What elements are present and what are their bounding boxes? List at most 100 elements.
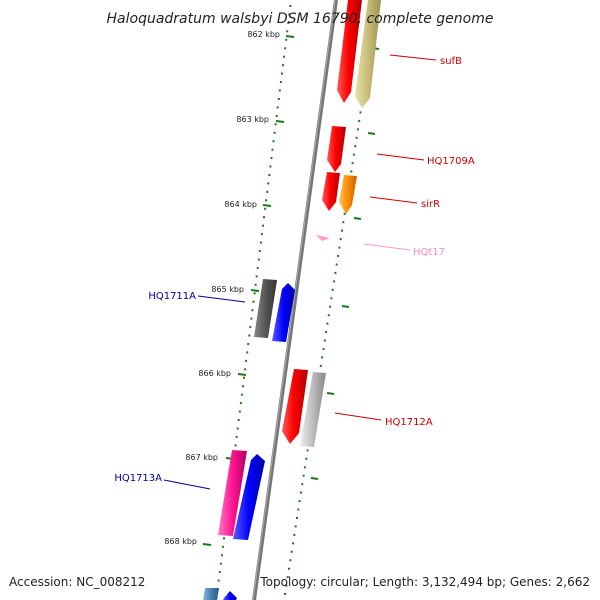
- tick-dot: [297, 508, 300, 511]
- gene-feature-sufb[interactable]: [355, 0, 381, 108]
- major-tick-868: [202, 543, 212, 546]
- tick-dot: [238, 410, 241, 413]
- tick-dot: [285, 38, 288, 41]
- leader-sufb: [389, 54, 437, 61]
- tick-dot: [268, 174, 271, 176]
- tick-dot: [288, 567, 290, 570]
- tick-dot: [235, 435, 238, 438]
- tick-dot: [339, 238, 342, 241]
- tick-dot: [329, 305, 332, 308]
- gene-feature-gray[interactable]: [254, 279, 277, 338]
- tick-dot: [331, 288, 334, 291]
- tick-dot: [259, 241, 262, 244]
- tick-dot: [279, 81, 282, 84]
- tick-dot: [267, 182, 270, 185]
- tick-dot: [292, 542, 294, 545]
- tick-dot: [275, 114, 278, 117]
- tick-dot: [286, 576, 289, 579]
- tick-dot: [260, 233, 263, 236]
- tick-dot: [306, 449, 309, 452]
- tick-dot: [323, 339, 326, 342]
- gene-feature-hq1713a[interactable]: [233, 454, 265, 540]
- tick-dot: [266, 190, 269, 193]
- tick-dot: [234, 444, 237, 447]
- gene-label-hq1712a[interactable]: HQ1712A: [385, 417, 433, 428]
- tick-dot: [248, 334, 251, 337]
- tick-dot: [359, 111, 362, 114]
- gene-feature-hqt17[interactable]: [316, 235, 330, 241]
- gene-feature-magenta[interactable]: [218, 450, 247, 536]
- tick-dot: [284, 593, 287, 595]
- tick-dot: [325, 331, 328, 334]
- tick-dot: [263, 216, 265, 219]
- tick-dot: [264, 207, 267, 210]
- tick-dot: [240, 393, 243, 396]
- tick-dot: [354, 145, 357, 148]
- tick-dot: [296, 517, 298, 519]
- tick-dot: [236, 427, 239, 430]
- tick-dot: [271, 148, 274, 151]
- gene-feature-steelblue[interactable]: [203, 588, 219, 600]
- gene-feature-red[interactable]: [337, 0, 362, 103]
- tick-dot: [239, 402, 242, 405]
- tick-dot: [242, 385, 244, 388]
- tick-dot: [247, 343, 250, 345]
- tick-dot: [256, 266, 259, 269]
- tick-dot: [253, 292, 256, 295]
- gene-feature-blue-partial[interactable]: [223, 591, 237, 600]
- tick-dot: [258, 250, 261, 252]
- tick-dot: [272, 140, 275, 143]
- tick-dot: [355, 136, 358, 139]
- tick-dot: [326, 322, 329, 325]
- tick-dot: [302, 474, 305, 477]
- leader-hq1713a: [163, 479, 211, 490]
- genome-backbone-highlight: [252, 0, 336, 600]
- gene-feature-hq1712a[interactable]: [300, 372, 326, 447]
- gene-feature-hq1711a[interactable]: [272, 283, 295, 342]
- tick-dot: [342, 221, 345, 224]
- accession-text: Accession: NC_008212: [9, 575, 145, 589]
- tick-dot: [335, 263, 338, 266]
- tick-dot: [221, 545, 224, 548]
- tick-dot: [287, 21, 290, 24]
- right-tick: [326, 392, 335, 395]
- tick-dot: [330, 297, 333, 300]
- tick-dot: [249, 326, 252, 329]
- gene-label-hqt17[interactable]: HQt17: [413, 247, 445, 258]
- tick-label-863: 863 kbp: [236, 115, 269, 124]
- tick-dot: [341, 229, 343, 232]
- tick-dot: [283, 55, 286, 58]
- tick-label-868: 868 kbp: [164, 537, 197, 546]
- tick-dot: [333, 280, 336, 283]
- tick-dot: [270, 157, 273, 160]
- tick-label-864: 864 kbp: [224, 200, 257, 209]
- leader-hq1709a: [376, 153, 425, 161]
- tick-dot: [255, 275, 258, 278]
- tick-dot: [265, 199, 268, 202]
- tick-dot: [294, 525, 297, 528]
- gene-label-hq1709a[interactable]: HQ1709A: [427, 156, 475, 167]
- tick-dot: [321, 356, 324, 359]
- leader-hq1712a: [334, 412, 382, 421]
- gene-label-hq1713a[interactable]: HQ1713A: [114, 473, 162, 484]
- tick-dot: [337, 255, 339, 257]
- gene-feature-sirr[interactable]: [339, 175, 357, 214]
- gene-label-sirr[interactable]: sirR: [421, 199, 440, 210]
- major-tick-865: [250, 289, 260, 292]
- tick-dot: [245, 359, 248, 362]
- gene-feature-red-hq1712[interactable]: [282, 369, 308, 444]
- tick-dot: [303, 466, 306, 469]
- gene-label-hq1711a[interactable]: HQ1711A: [148, 291, 196, 302]
- gene-label-sufb[interactable]: sufB: [440, 56, 462, 67]
- label-leader-lines: [163, 54, 437, 490]
- map-title: Haloquadratum walsbyi DSM 16790, complet…: [107, 11, 494, 27]
- tick-dot: [286, 30, 289, 33]
- gene-feature-hq1709a[interactable]: [327, 126, 346, 172]
- gene-feature-red-small[interactable]: [322, 172, 340, 211]
- tick-dot: [251, 309, 254, 312]
- tick-dot: [334, 271, 337, 274]
- tick-dot: [278, 89, 281, 92]
- tick-dot: [290, 550, 293, 553]
- major-tick-864: [262, 204, 272, 207]
- tick-dot: [352, 153, 355, 156]
